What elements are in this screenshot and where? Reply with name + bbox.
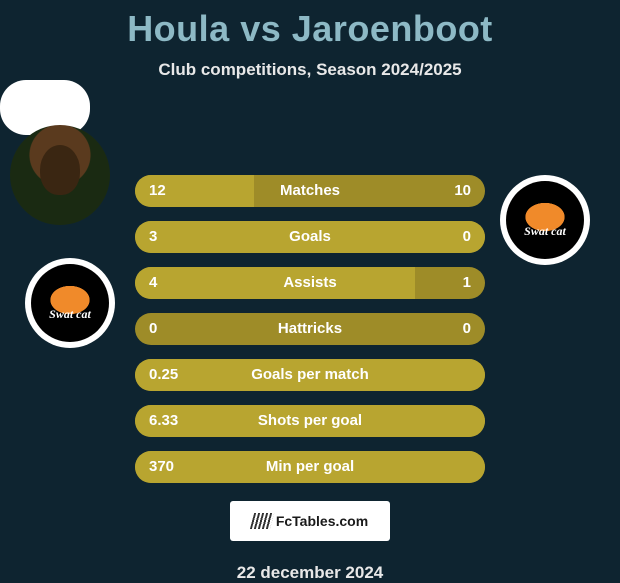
club-badge-text: Swat cat xyxy=(506,224,584,239)
stat-label: Assists xyxy=(135,267,485,299)
fctables-logo: FcTables.com xyxy=(230,501,390,541)
stat-label: Hattricks xyxy=(135,313,485,345)
stat-row: 6.33Shots per goal xyxy=(135,405,485,437)
stat-row: 370Min per goal xyxy=(135,451,485,483)
stat-label: Matches xyxy=(135,175,485,207)
stat-value-right: 10 xyxy=(454,175,471,207)
player1-club-badge: Swat cat xyxy=(25,258,115,348)
player1-avatar xyxy=(10,125,110,225)
stat-row: 0.25Goals per match xyxy=(135,359,485,391)
logo-bars-icon xyxy=(250,513,274,529)
player2-club-badge: Swat cat xyxy=(500,175,590,265)
stat-label: Goals per match xyxy=(135,359,485,391)
infographic-date: 22 december 2024 xyxy=(0,563,620,583)
vs-text: vs xyxy=(240,8,281,49)
stat-row: 12Matches10 xyxy=(135,175,485,207)
stat-label: Shots per goal xyxy=(135,405,485,437)
club-badge-text: Swat cat xyxy=(31,307,109,322)
stat-row: 0Hattricks0 xyxy=(135,313,485,345)
player2-name: Jaroenboot xyxy=(292,8,493,49)
season-subtitle: Club competitions, Season 2024/2025 xyxy=(0,60,620,80)
comparison-title: Houla vs Jaroenboot xyxy=(0,0,620,50)
stat-value-right: 1 xyxy=(463,267,471,299)
stat-row: 3Goals0 xyxy=(135,221,485,253)
stat-label: Min per goal xyxy=(135,451,485,483)
stat-value-right: 0 xyxy=(463,313,471,345)
stat-label: Goals xyxy=(135,221,485,253)
logo-text: FcTables.com xyxy=(276,513,368,529)
stat-value-right: 0 xyxy=(463,221,471,253)
stat-row: 4Assists1 xyxy=(135,267,485,299)
player1-name: Houla xyxy=(127,8,230,49)
